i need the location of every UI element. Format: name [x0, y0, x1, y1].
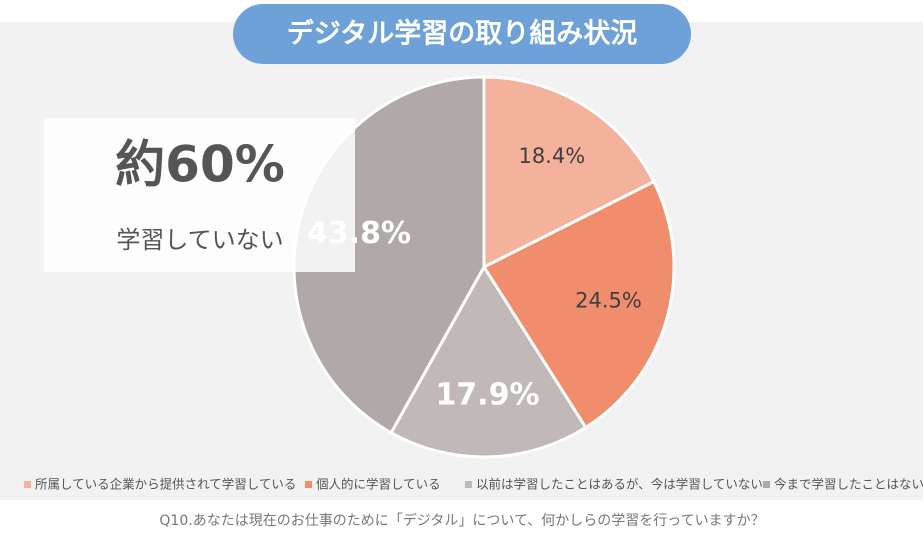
slice-label: 18.4%	[518, 144, 585, 168]
pie-slice	[482, 75, 656, 270]
slice-label: 17.9%	[435, 378, 539, 413]
legend-label: 所属している企業から提供されて学習している	[35, 477, 296, 492]
callout-box	[44, 118, 355, 272]
callout-main: 約60%	[115, 136, 285, 194]
legend-swatch	[465, 481, 472, 488]
legend-label: 個人的に学習している	[316, 477, 441, 492]
slice-label: 24.5%	[575, 289, 642, 313]
caption: Q10.あなたは現在のお仕事のために「デジタル」について、何かしらの学習を行って…	[159, 512, 764, 529]
legend: 所属している企業から提供されて学習している 個人的に学習している 以前は学習したこと…	[24, 477, 923, 492]
legend-label: 今まで学習したことはない	[774, 477, 923, 492]
legend-swatch	[305, 481, 312, 488]
pie-slice	[481, 179, 676, 430]
legend-swatch	[763, 481, 770, 488]
legend-label: 以前は学習したことはあるが、今は学習していない	[476, 477, 763, 492]
legend-swatch	[24, 481, 31, 488]
callout-sub: 学習していない	[116, 226, 283, 254]
pie-slice	[389, 264, 588, 459]
chart-title: デジタル学習の取り組み状況	[287, 18, 637, 50]
title-pill	[233, 4, 691, 64]
